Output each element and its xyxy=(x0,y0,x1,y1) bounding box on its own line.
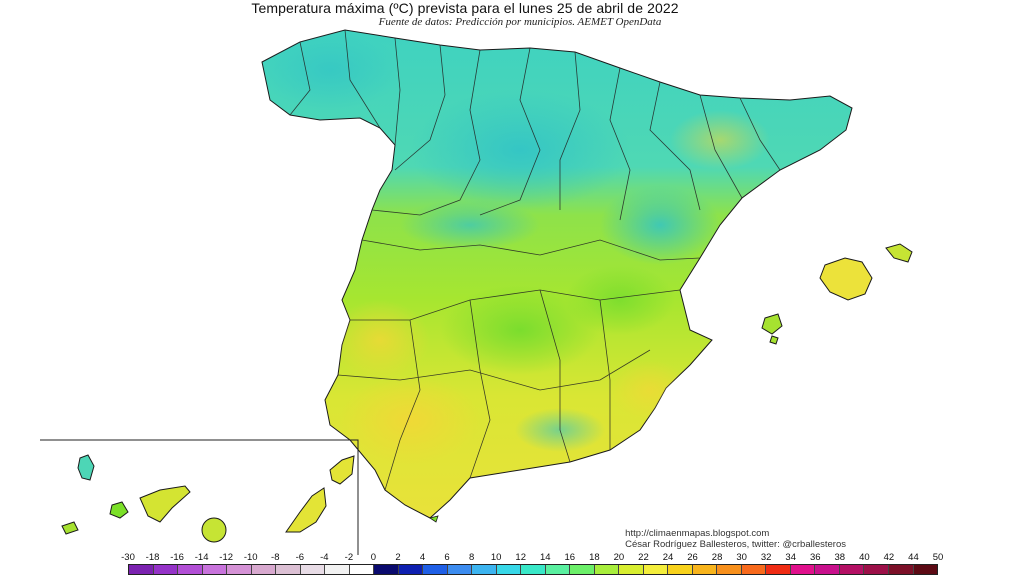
legend-swatch xyxy=(913,565,938,574)
legend-swatch xyxy=(643,565,669,574)
legend-swatch xyxy=(349,565,375,574)
legend-swatch xyxy=(423,565,448,574)
legend-labels: -30 -18 -16 -14 -12 -10 -8 -6 -4 -2 0 2 4 6 8 10 12 14 16 1… xyxy=(0,552,1024,564)
legend-tick-label: -2 xyxy=(344,552,354,563)
legend-swatch xyxy=(741,565,767,574)
legend-tick-label: 38 xyxy=(834,552,846,563)
legend-tick-label: 42 xyxy=(883,552,895,563)
legend-swatch xyxy=(300,565,326,574)
legend-swatch xyxy=(839,565,865,574)
legend-swatch xyxy=(374,565,399,574)
canary-islands-inset xyxy=(40,439,359,555)
legend-swatch xyxy=(668,565,693,574)
legend-tick-label: 18 xyxy=(589,552,600,563)
balearic-islands xyxy=(761,243,913,345)
legend-tick-label: -16 xyxy=(170,552,184,563)
legend-tick-label: 40 xyxy=(859,552,870,563)
legend-tick-label: -10 xyxy=(243,552,258,563)
legend-tick-label: -6 xyxy=(295,552,305,563)
legend-swatch xyxy=(888,565,914,574)
map-credit: http://climaenmapas.blogspot.com César R… xyxy=(625,528,846,550)
legend-tick-label: 22 xyxy=(638,552,649,563)
legend-swatch xyxy=(545,565,571,574)
legend-swatch xyxy=(790,565,816,574)
legend-swatch xyxy=(251,565,277,574)
legend-tick-label: 0 xyxy=(370,552,377,563)
legend-swatch xyxy=(325,565,350,574)
legend-swatch xyxy=(153,565,179,574)
legend-swatch xyxy=(570,565,595,574)
legend-swatch xyxy=(521,565,546,574)
legend-tick-label: 8 xyxy=(468,552,475,563)
legend-tick-label: 50 xyxy=(932,552,944,563)
legend-tick-label: 14 xyxy=(539,552,551,563)
temperature-color-scale xyxy=(128,564,938,575)
legend-swatch xyxy=(619,565,644,574)
legend-swatch xyxy=(129,565,154,574)
legend-tick-label: 6 xyxy=(444,552,450,563)
map-subtitle: Fuente de datos: Predicción por municipi… xyxy=(378,16,662,28)
legend-tick-label: 44 xyxy=(908,552,919,563)
legend-tick-label: -4 xyxy=(320,552,329,563)
credit-author: César Rodríguez Ballesteros, twitter: @c… xyxy=(625,539,846,550)
legend-tick-label: 36 xyxy=(809,552,821,563)
legend-tick-label: 30 xyxy=(736,552,747,563)
legend-swatch xyxy=(447,565,473,574)
legend-tick-label: -8 xyxy=(271,552,280,563)
legend-tick-label: 26 xyxy=(687,552,698,563)
legend-tick-label: -18 xyxy=(145,552,160,563)
map-title: Temperatura máxima (ºC) prevista para el… xyxy=(251,0,679,16)
legend-tick-label: 2 xyxy=(395,552,401,563)
legend-tick-label: -14 xyxy=(194,552,209,563)
legend-tick-label: -30 xyxy=(121,552,135,563)
legend-swatch xyxy=(864,565,889,574)
legend-swatch xyxy=(815,565,840,574)
legend-swatch xyxy=(202,565,228,574)
legend-swatch xyxy=(472,565,497,574)
legend-tick-label: -12 xyxy=(219,552,234,563)
legend-tick-label: 16 xyxy=(564,552,576,563)
legend-swatch xyxy=(766,565,791,574)
legend-swatch xyxy=(717,565,742,574)
legend-tick-label: 20 xyxy=(613,552,625,563)
peninsula xyxy=(261,29,853,519)
legend-swatch xyxy=(398,565,424,574)
legend-swatch xyxy=(692,565,718,574)
legend-tick-label: 10 xyxy=(490,552,502,563)
credit-blog: http://climaenmapas.blogspot.com xyxy=(625,528,770,539)
legend-tick-label: 34 xyxy=(785,552,797,563)
legend-tick-label: 12 xyxy=(515,552,527,563)
legend-swatch xyxy=(227,565,252,574)
legend-swatch xyxy=(178,565,203,574)
legend-swatch xyxy=(594,565,620,574)
legend-tick-label: 24 xyxy=(662,552,674,563)
legend-tick-label: 28 xyxy=(711,552,723,563)
legend-tick-label: 4 xyxy=(419,552,426,563)
legend-swatch xyxy=(276,565,301,574)
legend-tick-label: 32 xyxy=(760,552,772,563)
legend-swatch xyxy=(496,565,522,574)
